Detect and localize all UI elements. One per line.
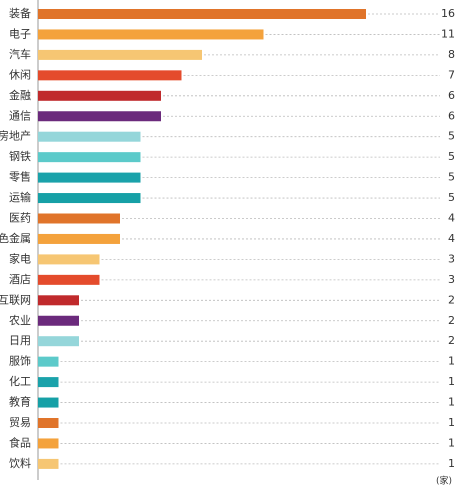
value-label: 7	[448, 68, 455, 81]
value-label: 1	[448, 416, 455, 429]
category-label: 运输	[9, 190, 31, 204]
category-label: 酒店	[9, 272, 31, 286]
bar	[38, 131, 141, 142]
value-label: 5	[448, 130, 455, 143]
bar	[38, 233, 120, 244]
bar	[38, 29, 264, 40]
value-label: 1	[448, 457, 455, 470]
category-label: 通信	[9, 109, 31, 122]
value-label: 2	[448, 314, 455, 327]
value-label: 5	[448, 191, 455, 204]
category-label: 农业	[9, 313, 31, 327]
category-label: 金融	[9, 88, 31, 102]
bar	[38, 315, 79, 326]
value-label: 4	[448, 232, 455, 245]
category-label: 日用	[9, 334, 31, 347]
bar	[38, 90, 161, 101]
category-label: 互联网	[0, 293, 31, 306]
category-label: 色金属	[0, 231, 31, 245]
category-label: 医药	[9, 212, 31, 225]
bar	[38, 438, 59, 449]
bar	[38, 336, 79, 347]
category-label: 房地产	[0, 129, 31, 143]
value-label: 3	[448, 252, 455, 265]
category-label: 化工	[9, 374, 31, 388]
bar	[38, 49, 202, 60]
value-label: 2	[448, 293, 455, 306]
category-label: 家电	[9, 251, 31, 265]
value-label: 5	[448, 171, 455, 184]
value-label: 4	[448, 212, 455, 225]
value-label: 1	[448, 355, 455, 368]
category-label: 食品	[9, 435, 31, 449]
value-label: 2	[448, 334, 455, 347]
bar	[38, 193, 141, 204]
bar	[38, 9, 366, 19]
category-label: 服饰	[9, 354, 31, 368]
category-label: 汽车	[9, 47, 31, 61]
value-label: 1	[448, 375, 455, 388]
value-label: 5	[448, 150, 455, 163]
value-label: 6	[448, 89, 455, 102]
bar	[38, 295, 79, 306]
bar	[38, 152, 141, 163]
category-label: 贸易	[9, 416, 31, 429]
bar	[38, 70, 182, 81]
value-label: 16	[441, 7, 455, 20]
category-label: 电子	[9, 27, 31, 40]
bar	[38, 397, 59, 408]
category-label: 饮料	[9, 456, 31, 470]
bar	[38, 356, 59, 367]
category-label: 教育	[9, 395, 31, 409]
bar	[38, 213, 120, 224]
value-label: 6	[448, 109, 455, 122]
bar	[38, 172, 141, 183]
category-label: 钢铁	[9, 150, 31, 163]
bar	[38, 254, 100, 265]
category-label: 零售	[9, 170, 31, 184]
value-label: 1	[448, 436, 455, 449]
unit-label: (家)	[436, 475, 452, 487]
value-label: 11	[441, 27, 455, 40]
category-label: 休闲	[9, 67, 31, 81]
bar	[38, 458, 59, 469]
bar	[38, 111, 161, 122]
value-label: 3	[448, 273, 455, 286]
value-label: 1	[448, 396, 455, 409]
bar	[38, 377, 59, 388]
category-label: 装备	[9, 6, 31, 20]
bar	[38, 274, 100, 285]
value-label: 8	[448, 48, 455, 61]
bar	[38, 418, 59, 428]
